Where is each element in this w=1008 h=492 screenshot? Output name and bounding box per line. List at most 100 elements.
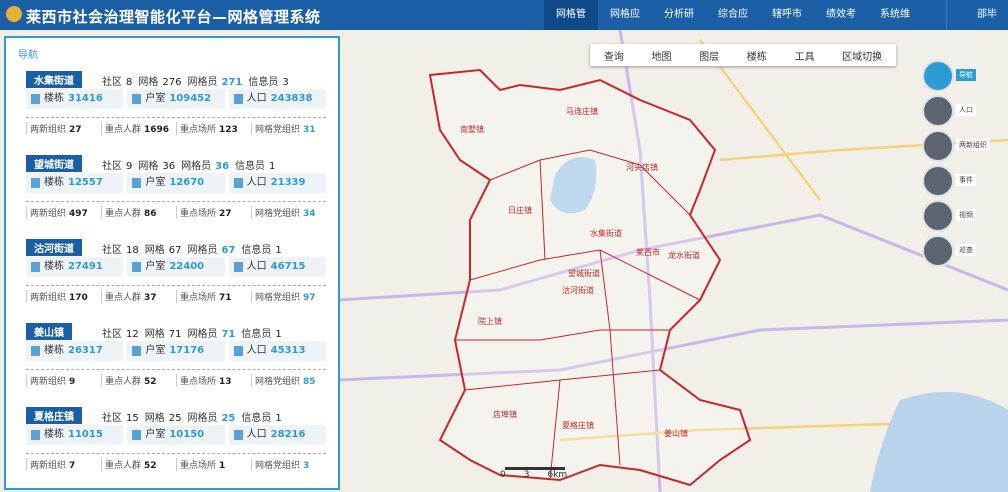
nav-item[interactable]: 系统维 (880, 9, 910, 20)
stat-value: 52 (144, 377, 157, 387)
stat-label: 楼栋 (44, 429, 64, 440)
user[interactable]: 邵毕 (946, 0, 997, 30)
nav-item[interactable]: 辖呼市 (772, 9, 802, 20)
stat-label: 两新组织 (30, 293, 67, 303)
summary-item: 社区 9 (102, 157, 132, 172)
count-row: 楼栋 12557 户室 12670 人口 21339 (26, 173, 326, 193)
street-card[interactable]: 姜山镇 社区 12 网格 71 网格员 71 信息员 1 楼栋 26317 户室 17176 人口 4531… (20, 323, 330, 401)
nav: 网格管 网格应 分析研 综合应 辖呼市 绩效考 系统维 (544, 0, 922, 30)
toolbar-button[interactable]: 工具 (794, 51, 815, 63)
stat-label: 楼栋 (44, 345, 64, 356)
stat-value: 109452 (169, 93, 212, 104)
toolbar-button[interactable]: 区域切换 (842, 51, 883, 63)
stat-label: 信息员 (241, 329, 272, 340)
stat-label: 网格 (144, 413, 165, 424)
count-row: 楼栋 27491 户室 22400 人口 46715 (26, 257, 326, 277)
tool-label: 导航 (956, 69, 976, 81)
street-card[interactable]: 望城街道 社区 9 网格 36 网格员 36 信息员 1 楼栋 12557 户室 12670 人口 2133… (20, 155, 330, 233)
stat-value: 1 (275, 245, 282, 256)
stat-label: 人口 (246, 177, 267, 188)
stat-label: 信息员 (235, 161, 266, 172)
street-name: 沽河街道 (26, 239, 82, 256)
stat-value: 9 (126, 161, 133, 172)
toolbar-button[interactable]: 图层 (699, 51, 720, 63)
stat-value: 71 (219, 293, 232, 303)
stat-value: 26317 (68, 345, 103, 356)
stat-value: 1 (269, 161, 276, 172)
nav-item[interactable]: 网格管 (544, 0, 598, 30)
tool-label: 人口 (956, 104, 976, 116)
stat-label: 户室 (145, 177, 166, 188)
stat-label: 社区 (102, 329, 122, 340)
count-item: 楼栋 27491 (26, 257, 124, 277)
stat-value: 12670 (169, 177, 205, 188)
stat-value: 10150 (169, 429, 205, 440)
count-item: 人口 21339 (228, 173, 326, 193)
count-item: 户室 17176 (127, 341, 225, 361)
stat-label: 重点场所 (180, 461, 217, 471)
stat-label: 社区 (102, 245, 122, 256)
nav-item[interactable]: 绩效考 (826, 9, 856, 20)
detail-item: 重点人群 86 (101, 206, 176, 219)
summary-item: 网格员 36 (181, 157, 229, 172)
count-item: 楼栋 12557 (26, 173, 124, 193)
stat-value: 37 (144, 293, 157, 303)
summary-item: 网格 71 (145, 325, 182, 340)
stat-label: 信息员 (248, 77, 279, 88)
stat-value: 15 (126, 413, 139, 424)
scale-label: 3 (523, 470, 530, 480)
nav-item[interactable]: 分析研 (664, 9, 694, 20)
detail-row: 两新组织 170 重点人群 37 重点场所 71 网格党组织 97 (26, 285, 326, 303)
detail-item: 网格党组织 34 (251, 206, 326, 219)
summary-item: 网格员 271 (187, 73, 242, 88)
toolbar-button[interactable]: 楼栋 (746, 51, 767, 63)
stat-label: 楼栋 (44, 93, 64, 104)
summary-item: 信息员 1 (235, 157, 275, 172)
detail-item: 重点场所 27 (176, 206, 251, 219)
map-label: 姜山镇 (664, 429, 688, 438)
nav-item[interactable]: 综合应 (718, 9, 748, 20)
stat-value: 25 (221, 413, 236, 424)
stat-value: 7 (69, 461, 76, 471)
stat-value: 13 (219, 377, 232, 387)
scale-label: 0 (500, 470, 506, 480)
scale: 0 3 6km (500, 470, 585, 480)
stat-value: 31416 (68, 93, 103, 104)
count-item: 户室 10150 (127, 425, 225, 445)
stat-value: 243838 (270, 93, 313, 104)
detail-item: 重点人群 1696 (101, 122, 176, 135)
stat-value: 85 (303, 377, 316, 387)
street-name: 姜山镇 (26, 323, 72, 340)
nav-item[interactable]: 网格应 (610, 9, 640, 20)
map-label: 院上镇 (478, 317, 502, 326)
count-item: 楼栋 31416 (26, 89, 124, 109)
toolbar-button[interactable]: 地图 (651, 51, 672, 63)
scale-label: 6km (547, 470, 568, 480)
detail-item: 两新组织 27 (26, 122, 101, 135)
stat-value: 276 (162, 77, 182, 88)
summary-item: 网格员 71 (187, 325, 235, 340)
tool-label: 巡查 (956, 244, 976, 256)
stat-value: 12 (126, 329, 139, 340)
summary-item: 网格 276 (138, 73, 181, 88)
detail-item: 重点人群 52 (101, 458, 176, 471)
stat-value: 22400 (169, 261, 205, 272)
stat-value: 27 (219, 209, 232, 219)
toolbar-button[interactable]: 查询 (603, 51, 624, 63)
stat-label: 重点人群 (105, 293, 142, 303)
map-label: 南墅镇 (460, 125, 484, 134)
stat-label: 重点人群 (105, 125, 142, 135)
stat-value: 25 (168, 413, 182, 424)
summary-row: 社区 12 网格 71 网格员 71 信息员 1 (102, 325, 282, 340)
street-card[interactable]: 沽河街道 社区 18 网格 67 网格员 67 信息员 1 楼栋 27491 户室 22400 人口 467… (20, 239, 330, 317)
street-card[interactable]: 水集街道 社区 8 网格 276 网格员 271 信息员 3 楼栋 31416 户室 109452 人口 2… (20, 71, 330, 149)
count-item: 人口 243838 (228, 89, 326, 109)
stat-label: 网格党组织 (255, 377, 301, 387)
stat-value: 123 (219, 125, 238, 135)
stat-value: 17176 (169, 345, 205, 356)
stat-label: 社区 (102, 77, 122, 88)
street-name: 水集街道 (26, 71, 82, 88)
stat-value: 11015 (68, 429, 103, 440)
street-card[interactable]: 夏格庄镇 社区 15 网格 25 网格员 25 信息员 1 楼栋 11015 户室 10150 人口 282… (20, 407, 330, 485)
